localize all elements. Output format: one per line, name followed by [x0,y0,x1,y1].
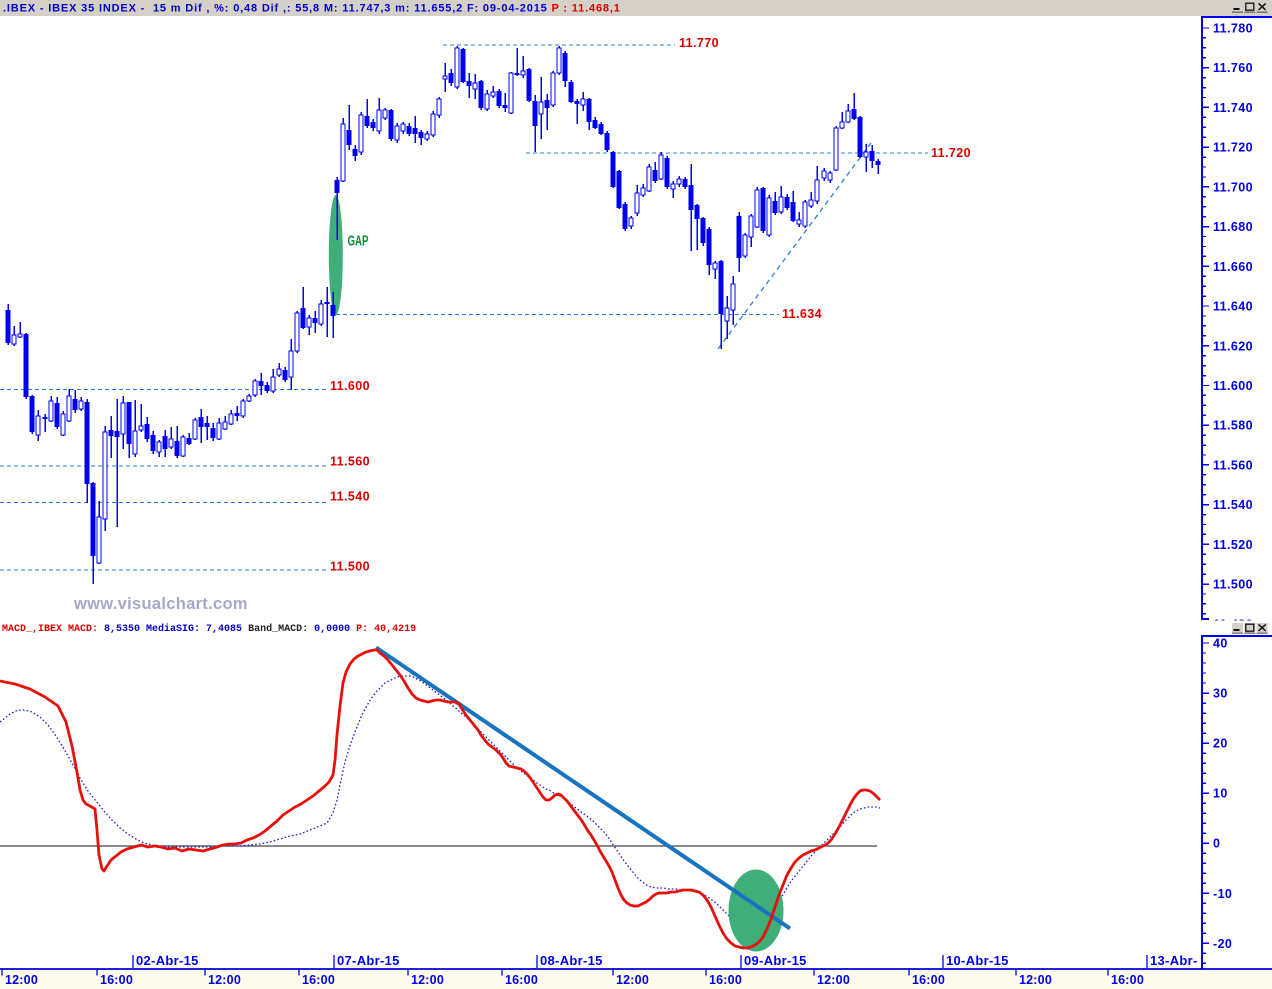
svg-text:11.680: 11.680 [1213,220,1253,234]
svg-text:16:00: 16:00 [1111,973,1144,987]
svg-text:.IBEX - IBEX 35 INDEX - 15 m: .IBEX - IBEX 35 INDEX - 15 m Dif , %: 0,… [3,3,621,15]
svg-text:02-Abr-15: 02-Abr-15 [136,953,199,968]
svg-text:11.560: 11.560 [1213,458,1253,472]
svg-text:16:00: 16:00 [100,973,133,987]
svg-text:11.540: 11.540 [1213,498,1253,512]
svg-text:40: 40 [1213,637,1228,651]
svg-text:-20: -20 [1213,937,1232,951]
svg-text:12:00: 12:00 [411,973,444,987]
svg-text:07-Abr-15: 07-Abr-15 [337,953,400,968]
svg-text:GAP: GAP [348,234,369,250]
svg-text:10: 10 [1213,787,1228,801]
svg-text:13-Abr-: 13-Abr- [1150,953,1198,968]
svg-text:11.640: 11.640 [1213,300,1253,314]
svg-text:12:00: 12:00 [616,973,649,987]
svg-text:10-Abr-15: 10-Abr-15 [946,953,1009,968]
svg-text:12:00: 12:00 [5,973,38,987]
svg-text:09-Abr-15: 09-Abr-15 [744,953,807,968]
svg-text:30: 30 [1213,687,1228,701]
svg-text:20: 20 [1213,737,1228,751]
svg-text:11.540: 11.540 [330,490,370,504]
svg-text:www.visualchart.com: www.visualchart.com [73,595,248,613]
svg-text:-10: -10 [1213,887,1232,901]
svg-text:0: 0 [1213,837,1220,851]
svg-text:11.500: 11.500 [1213,578,1253,592]
svg-text:11.660: 11.660 [1213,260,1253,274]
svg-text:11.720: 11.720 [931,146,971,160]
svg-text:12:00: 12:00 [1019,973,1052,987]
svg-text:11.620: 11.620 [1213,339,1253,353]
svg-text:11.780: 11.780 [1213,22,1253,36]
svg-text:11.500: 11.500 [330,560,370,574]
svg-text:12:00: 12:00 [817,973,850,987]
svg-text:11.520: 11.520 [1213,538,1253,552]
svg-text:12:00: 12:00 [208,973,241,987]
svg-text:11.740: 11.740 [1213,101,1253,115]
svg-text:11.634: 11.634 [782,307,822,321]
svg-text:11.580: 11.580 [1213,419,1253,433]
svg-text:MACD_,IBEX MACD: 8,5350 MediaS: MACD_,IBEX MACD: 8,5350 MediaSIG: 7,4085… [2,623,416,635]
svg-text:11.720: 11.720 [1213,141,1253,155]
svg-text:11.600: 11.600 [330,379,370,393]
svg-text:11.770: 11.770 [679,36,719,50]
svg-text:11.760: 11.760 [1213,61,1253,75]
svg-text:16:00: 16:00 [505,973,538,987]
svg-text:11.560: 11.560 [330,455,370,469]
svg-text:16:00: 16:00 [709,973,742,987]
svg-text:11.600: 11.600 [1213,379,1253,393]
svg-text:11.480: 11.480 [1213,617,1253,631]
svg-text:16:00: 16:00 [302,973,335,987]
svg-text:16:00: 16:00 [912,973,945,987]
svg-text:11.700: 11.700 [1213,180,1253,194]
svg-text:08-Abr-15: 08-Abr-15 [540,953,603,968]
